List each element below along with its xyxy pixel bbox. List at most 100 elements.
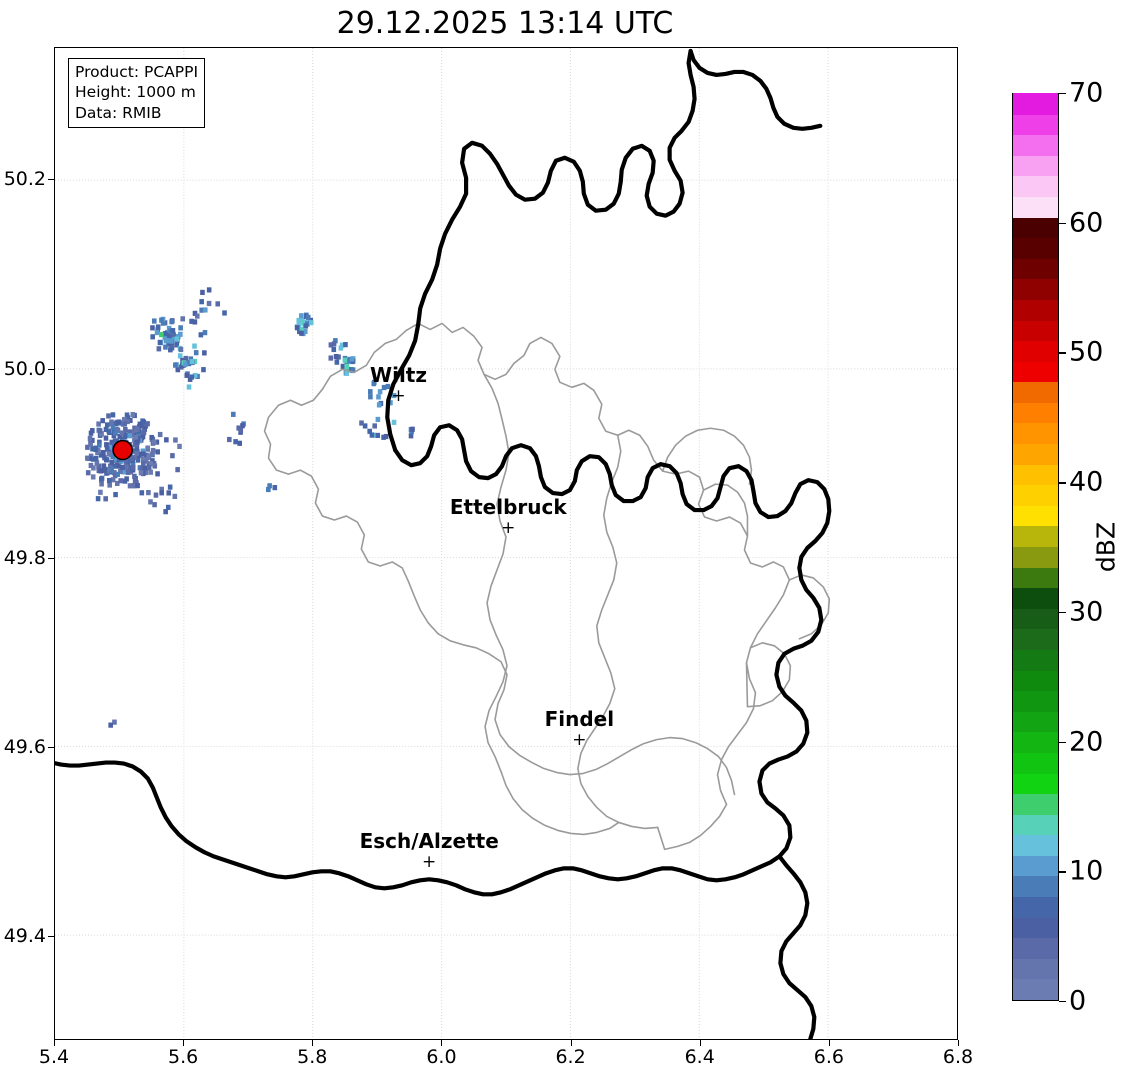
x-tick-label: 6.0 (426, 1046, 457, 1068)
radar-echo-pixel (142, 426, 147, 432)
radar-echo-pixel (85, 470, 91, 476)
radar-echo-pixel (342, 357, 348, 363)
radar-echo-pixel (93, 446, 99, 453)
colorbar-tick-label: 20 (1069, 726, 1104, 758)
radar-echo-pixel (368, 394, 373, 400)
radar-echo-pixel (215, 301, 221, 307)
radar-echo-pixel (99, 477, 104, 483)
radar-echo-pixel (116, 419, 122, 425)
radar-echo-pixel (300, 317, 305, 323)
x-tick-mark (958, 1040, 959, 1046)
radar-echo-pixel (166, 490, 172, 496)
radar-echo-pixel (94, 460, 100, 466)
radar-echo-pixel (98, 489, 103, 495)
radar-echo-pixel (90, 474, 96, 480)
radar-echo-pixel (308, 320, 314, 326)
radar-echo-pixel (350, 367, 356, 373)
radar-echo-pixel (115, 471, 120, 477)
radar-echo-pixel (152, 502, 157, 508)
radar-echo-pixel (107, 482, 112, 488)
colorbar-band (1013, 278, 1058, 300)
x-tick-label: 6.4 (684, 1046, 715, 1068)
radar-echo-pixel (192, 358, 198, 365)
colorbar-band (1013, 834, 1058, 856)
radar-echo-pixel (186, 361, 192, 367)
x-tick-label: 6.6 (813, 1046, 844, 1068)
page-title: 29.12.2025 13:14 UTC (336, 6, 674, 41)
radar-echo-pixel (171, 332, 177, 338)
radar-echo-pixel (120, 464, 125, 470)
radar-echo-pixel (195, 373, 200, 380)
radar-echo-pixel (103, 457, 109, 463)
radar-echo-pixel (121, 416, 127, 423)
colorbar-band (1013, 298, 1058, 321)
radar-echo-pixel (134, 444, 140, 451)
radar-echo-pixel (143, 469, 149, 476)
radar-echo-pixel (90, 456, 96, 462)
x-tick-label: 5.4 (38, 1046, 70, 1068)
radar-echo-pixel (88, 462, 94, 469)
y-tick-label: 49.8 (3, 546, 46, 569)
radar-echo-pixel (381, 384, 387, 391)
radar-echo-pixel (200, 289, 205, 296)
y-tick-label: 49.6 (3, 735, 46, 758)
colorbar[interactable] (1012, 92, 1059, 1001)
radar-echo-pixel (129, 455, 135, 462)
radar-echo-pixel (146, 453, 151, 459)
colorbar-band (1013, 772, 1058, 795)
radar-echo-pixel (106, 413, 111, 419)
colorbar-band (1013, 793, 1058, 815)
y-tick-mark (48, 557, 54, 559)
radar-echo-pixel (148, 461, 154, 467)
radar-echo-pixel (410, 426, 415, 432)
radar-echo-pixel (148, 499, 153, 505)
radar-echo-pixel (168, 328, 173, 334)
radar-echo-pixel (119, 430, 125, 436)
radar-echo-pixel (174, 336, 180, 342)
radar-echo-pixel (266, 486, 271, 493)
radar-echo-pixel (192, 310, 198, 316)
radar-echo-pixel (172, 493, 178, 499)
colorbar-band (1013, 442, 1058, 465)
radar-echo-pixel (150, 447, 156, 454)
radar-echo-pixel (183, 361, 188, 367)
y-tick-label: 50.2 (3, 168, 46, 191)
radar-echo-pixel (99, 481, 104, 487)
radar-echo-pixel (106, 477, 112, 484)
radar-echo-pixel (388, 400, 393, 406)
radar-echo-pixel (202, 350, 207, 356)
radar-echo-pixel (123, 426, 128, 433)
colorbar-band (1013, 257, 1058, 280)
colorbar-band (1013, 237, 1058, 259)
radar-echo-pixel (88, 430, 94, 436)
colorbar-band (1013, 319, 1058, 342)
radar-echo-pixel (371, 381, 377, 387)
radar-echo-pixel (333, 353, 339, 360)
colorbar-band (1013, 751, 1058, 774)
radar-echo-pixel (178, 346, 184, 353)
colorbar-tick-mark (1059, 1001, 1066, 1003)
radar-echo-pixel (140, 465, 145, 472)
radar-echo-pixel (159, 486, 164, 492)
radar-echo-pixel (87, 435, 93, 442)
radar-echo-pixel (150, 458, 155, 464)
radar-echo-pixel (109, 459, 115, 465)
radar-echo-pixel (143, 423, 149, 429)
radar-echo-pixel (130, 462, 136, 468)
info-box: Product: PCAPPI Height: 1000 m Data: RMI… (68, 58, 206, 129)
radar-echo-pixel (192, 343, 197, 349)
radar-echo-pixel (127, 465, 132, 471)
radar-echo-pixel (376, 402, 382, 408)
radar-echo-pixel (299, 330, 304, 336)
map-plot-area[interactable]: Product: PCAPPI Height: 1000 m Data: RMI… (54, 47, 958, 1040)
radar-echo-pixel (408, 433, 414, 439)
radar-echo-pixel (145, 445, 150, 451)
colorbar-band (1013, 545, 1058, 568)
radar-echo-pixel (140, 456, 146, 463)
radar-echo-pixel (186, 384, 192, 390)
radar-echo-pixel (96, 448, 101, 454)
colorbar-tick-mark (1059, 222, 1066, 225)
radar-echo-pixel (112, 470, 117, 476)
radar-echo-pixel (100, 418, 105, 424)
radar-echo-pixel (328, 355, 334, 361)
